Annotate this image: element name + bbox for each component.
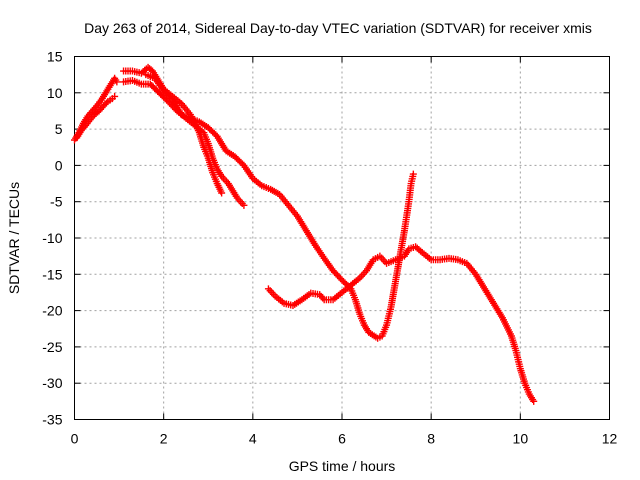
data-point: [111, 92, 119, 100]
x-tick-label: 8: [427, 431, 435, 447]
x-tick-label: 10: [513, 431, 529, 447]
x-tick-label: 2: [160, 431, 168, 447]
y-tick-label: 0: [55, 157, 63, 173]
series-track-5: [142, 71, 417, 342]
y-tick-label: -20: [42, 303, 62, 319]
series-track-2: [73, 92, 119, 142]
x-tick-label: 12: [602, 431, 618, 447]
tick-labels: 0 2 4 6 8 10 12 15 10 5 0 -5 -10 -15 -20 -25 -30 -35: [42, 49, 617, 447]
y-axis-label: SDTVAR / TECUs: [6, 182, 22, 294]
series-track-6: [264, 243, 538, 405]
data-point: [113, 78, 121, 86]
y-tick-label: 15: [47, 49, 63, 65]
x-tick-label: 0: [71, 431, 79, 447]
grid: [74, 56, 610, 420]
y-tick-label: -30: [42, 375, 62, 391]
y-tick-label: -5: [50, 194, 63, 210]
y-tick-label: -25: [42, 339, 62, 355]
x-tick-label: 4: [249, 431, 257, 447]
y-tick-label: -10: [42, 230, 62, 246]
data-point: [530, 397, 538, 405]
plot-frame: [74, 56, 610, 420]
chart-title: Day 263 of 2014, Sidereal Day-to-day VTE…: [84, 20, 592, 36]
x-tick-label: 6: [338, 431, 346, 447]
data-point: [218, 189, 226, 197]
series-track-3: [120, 63, 226, 197]
axis-ticks: [74, 56, 610, 420]
series-track-4: [120, 76, 248, 209]
x-axis-label: GPS time / hours: [289, 458, 396, 474]
data-point: [409, 170, 417, 178]
y-tick-label: -15: [42, 266, 62, 282]
y-tick-label: 5: [55, 121, 63, 137]
data-point: [240, 201, 248, 209]
y-tick-label: -35: [42, 412, 62, 428]
data-point: [102, 99, 110, 107]
y-tick-label: 10: [47, 85, 63, 101]
data-series: [71, 63, 538, 405]
